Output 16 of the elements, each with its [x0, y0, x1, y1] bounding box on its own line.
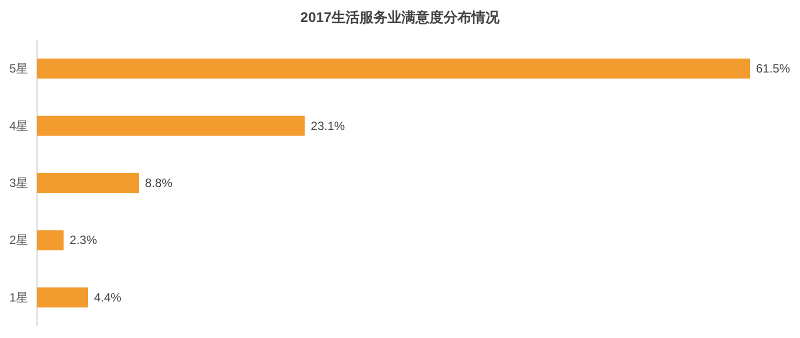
data-label: 23.1% — [310, 118, 346, 133]
bar — [37, 58, 750, 79]
bar — [37, 230, 64, 250]
y-tick-label: 2星 — [9, 233, 28, 248]
data-label: 4.4% — [94, 290, 122, 304]
chart-title: 2017生活服务业满意度分布情况 — [300, 9, 501, 25]
data-label: 2.3% — [70, 233, 98, 248]
data-label: 61.5% — [756, 62, 790, 76]
bar — [37, 287, 88, 308]
y-tick-label: 5星 — [9, 62, 28, 76]
y-tick-label: 3星 — [9, 176, 28, 190]
y-tick-label: 1星 — [9, 290, 28, 304]
y-tick-label: 4星 — [9, 118, 28, 133]
bar — [37, 173, 140, 193]
data-label: 8.8% — [145, 176, 173, 190]
bar — [37, 116, 305, 136]
